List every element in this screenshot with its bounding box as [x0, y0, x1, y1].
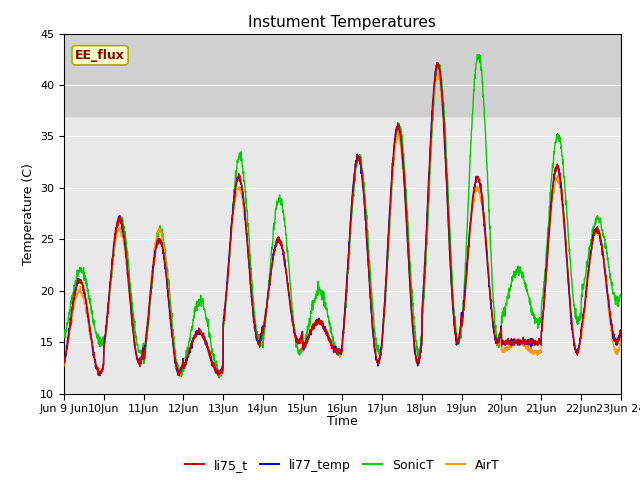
li77_temp	[96, 372, 104, 378]
AirT	[176, 373, 184, 379]
li77_temp	[331, 348, 339, 354]
SonicT	[602, 245, 609, 251]
li75_t	[88, 342, 96, 348]
li75_t	[499, 337, 507, 343]
li75_t	[316, 319, 324, 325]
AirT	[316, 320, 324, 326]
li77_temp	[601, 270, 609, 276]
AirT	[60, 363, 68, 369]
li77_temp	[433, 60, 441, 65]
AirT	[601, 273, 609, 279]
SonicT	[475, 51, 483, 57]
AirT	[331, 348, 339, 353]
Bar	[64, 34, 621, 116]
AirT	[499, 347, 507, 352]
SonicT	[601, 236, 609, 241]
li75_t	[617, 327, 625, 333]
X-axis label: Time: Time	[327, 415, 358, 429]
AirT	[617, 327, 625, 333]
SonicT	[88, 311, 96, 316]
li75_t	[174, 372, 182, 378]
li77_temp	[602, 271, 609, 277]
li77_temp	[60, 360, 68, 366]
SonicT	[499, 310, 507, 315]
SonicT	[316, 288, 324, 294]
AirT	[88, 347, 96, 352]
li75_t	[331, 349, 339, 355]
li77_temp	[617, 328, 625, 334]
Text: EE_flux: EE_flux	[75, 49, 125, 62]
li75_t	[60, 361, 68, 367]
li75_t	[601, 265, 609, 271]
SonicT	[331, 346, 339, 352]
SonicT	[60, 334, 68, 340]
Title: Instument Temperatures: Instument Temperatures	[248, 15, 436, 30]
SonicT	[617, 291, 625, 297]
li77_temp	[88, 344, 96, 350]
Line: AirT: AirT	[64, 72, 621, 376]
Legend: li75_t, li77_temp, SonicT, AirT: li75_t, li77_temp, SonicT, AirT	[180, 454, 505, 477]
li75_t	[433, 60, 441, 65]
li77_temp	[499, 339, 507, 345]
li77_temp	[316, 319, 324, 324]
Y-axis label: Temperature (C): Temperature (C)	[22, 163, 35, 264]
li75_t	[602, 268, 609, 274]
Line: li77_temp: li77_temp	[64, 62, 621, 375]
Line: li75_t: li75_t	[64, 62, 621, 375]
AirT	[602, 275, 609, 280]
AirT	[434, 69, 442, 74]
SonicT	[215, 375, 223, 381]
Line: SonicT: SonicT	[64, 54, 621, 378]
